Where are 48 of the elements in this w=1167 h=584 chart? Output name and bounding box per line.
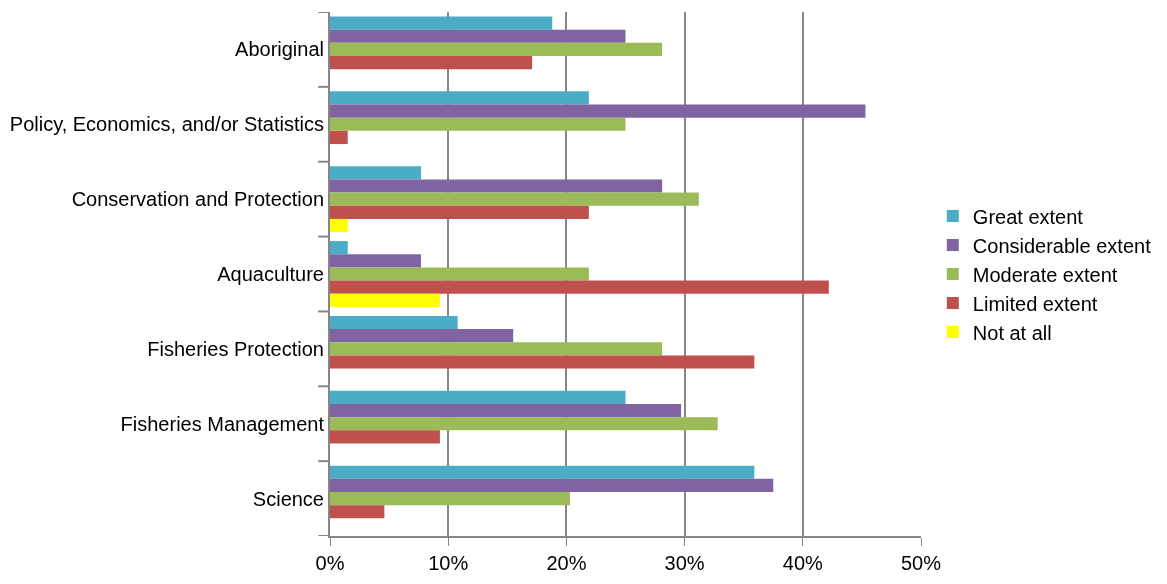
bar <box>330 16 553 30</box>
bar <box>330 329 514 343</box>
x-tick-label: 10% <box>428 552 469 574</box>
bar <box>330 478 774 492</box>
bar <box>330 179 663 193</box>
legend-label: Limited extent <box>972 292 1098 315</box>
bar <box>330 241 348 255</box>
bar <box>330 42 663 57</box>
bar <box>330 430 440 444</box>
bar <box>330 280 829 294</box>
bar <box>330 117 626 131</box>
bar <box>330 104 866 118</box>
bar <box>330 205 589 219</box>
bar <box>330 91 589 105</box>
bar <box>330 293 440 307</box>
y-tick-label: Aboriginal <box>235 38 324 61</box>
y-tick-label: Science <box>252 487 324 510</box>
bar <box>330 355 755 369</box>
bar <box>330 166 422 180</box>
y-tick-label: Fisheries Protection <box>147 337 324 360</box>
bar <box>330 130 348 145</box>
legend-label: Great extent <box>972 205 1084 228</box>
bar <box>330 29 626 43</box>
legend-label: Not at all <box>972 321 1052 344</box>
bar <box>330 254 422 268</box>
bar <box>330 417 718 431</box>
x-tick-label: 0% <box>315 552 345 574</box>
legend-label: Considerable extent <box>972 234 1152 257</box>
bar <box>330 218 348 233</box>
bar <box>330 315 458 330</box>
y-tick-label: Policy, Economics, and/or Statistics <box>9 113 324 136</box>
bar <box>330 465 755 479</box>
y-tick-label: Conservation and Protection <box>71 188 324 211</box>
x-tick-label: 30% <box>664 552 705 574</box>
bar <box>330 342 663 356</box>
x-tick-label: 50% <box>900 552 942 574</box>
bar <box>330 390 626 404</box>
x-tick-label: 20% <box>546 552 587 574</box>
y-tick-label: Fisheries Management <box>120 412 325 435</box>
bar <box>330 192 699 206</box>
bar <box>330 505 385 519</box>
bar <box>330 491 570 506</box>
bar <box>330 56 533 70</box>
bar <box>330 267 589 281</box>
y-tick-label: Aquaculture <box>217 263 324 285</box>
x-tick-label: 40% <box>782 552 824 574</box>
legend-label: Moderate extent <box>972 263 1118 286</box>
bar <box>330 403 682 418</box>
